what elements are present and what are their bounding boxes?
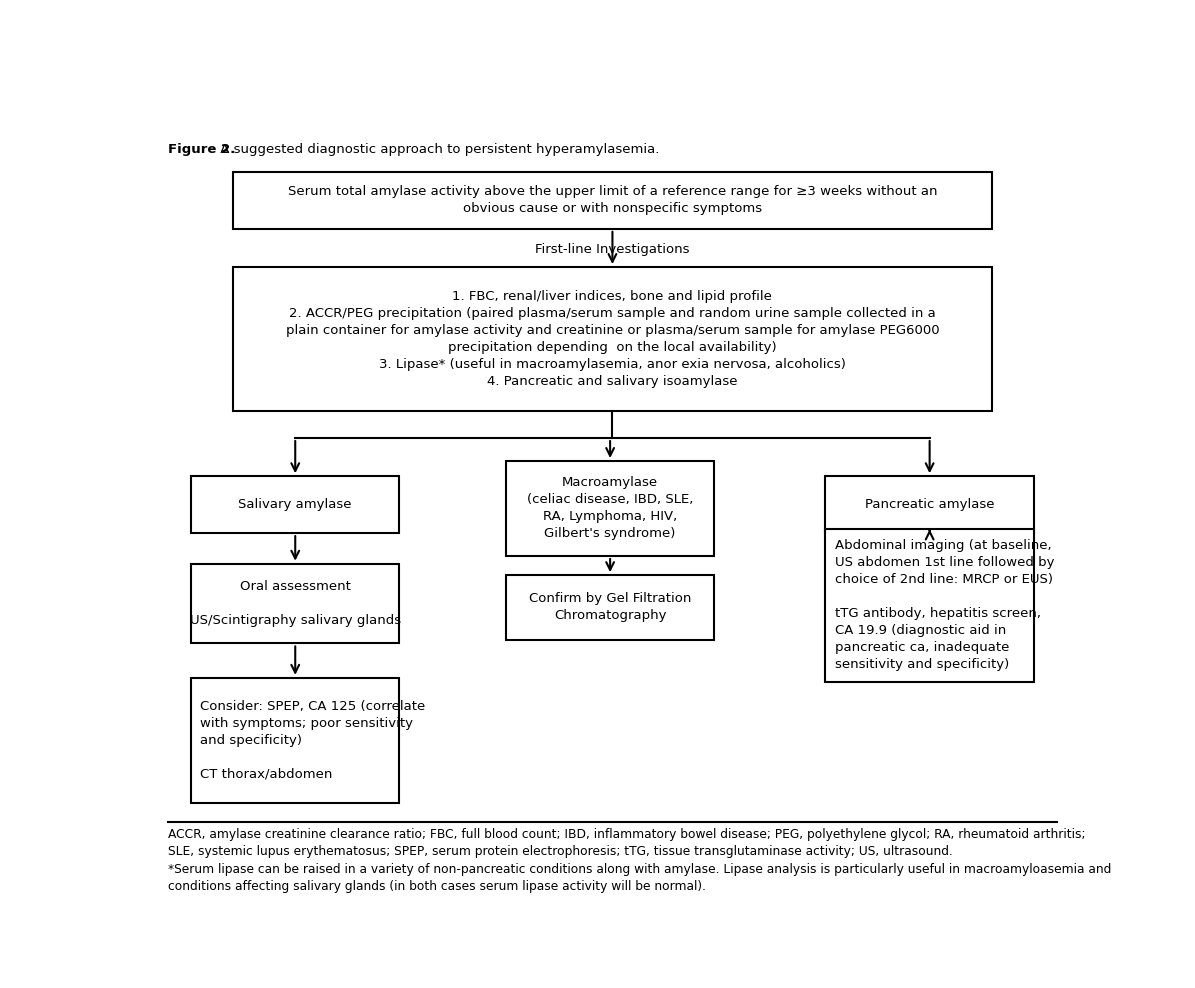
FancyBboxPatch shape (505, 575, 715, 639)
FancyBboxPatch shape (826, 530, 1034, 682)
Text: Macroamylase
(celiac disease, IBD, SLE,
RA, Lymphoma, HIV,
Gilbert's syndrome): Macroamylase (celiac disease, IBD, SLE, … (527, 476, 693, 540)
FancyBboxPatch shape (826, 476, 1034, 534)
Text: *Serum lipase can be raised in a variety of non-pancreatic conditions along with: *Serum lipase can be raised in a variety… (167, 863, 1111, 875)
Text: conditions affecting salivary glands (in both cases serum lipase activity will b: conditions affecting salivary glands (in… (167, 880, 706, 893)
Text: Serum total amylase activity above the upper limit of a reference range for ≥3 w: Serum total amylase activity above the u… (288, 186, 937, 215)
Text: Confirm by Gel Filtration
Chromatography: Confirm by Gel Filtration Chromatography (529, 593, 692, 622)
Text: 1. FBC, renal/liver indices, bone and lipid profile
2. ACCR/PEG precipitation (p: 1. FBC, renal/liver indices, bone and li… (286, 290, 939, 388)
FancyBboxPatch shape (233, 267, 992, 411)
Text: Figure 2.: Figure 2. (167, 143, 235, 156)
FancyBboxPatch shape (505, 460, 715, 556)
Text: A suggested diagnostic approach to persistent hyperamylasemia.: A suggested diagnostic approach to persi… (216, 143, 660, 156)
Text: ACCR, amylase creatinine clearance ratio; FBC, full blood count; IBD, inflammato: ACCR, amylase creatinine clearance ratio… (167, 828, 1085, 841)
Text: Pancreatic amylase: Pancreatic amylase (865, 498, 994, 511)
Text: Consider: SPEP, CA 125 (correlate
with symptoms; poor sensitivity
and specificit: Consider: SPEP, CA 125 (correlate with s… (201, 700, 425, 781)
Text: Salivary amylase: Salivary amylase (239, 498, 353, 511)
Text: Abdominal imaging (at baseline,
US abdomen 1st line followed by
choice of 2nd li: Abdominal imaging (at baseline, US abdom… (834, 539, 1054, 672)
FancyBboxPatch shape (191, 563, 399, 643)
FancyBboxPatch shape (191, 476, 399, 534)
FancyBboxPatch shape (233, 172, 992, 229)
Text: SLE, systemic lupus erythematosus; SPEP, serum protein electrophoresis; tTG, tis: SLE, systemic lupus erythematosus; SPEP,… (167, 845, 952, 859)
Text: First-line Investigations: First-line Investigations (535, 243, 690, 256)
Text: Oral assessment

US/Scintigraphy salivary glands: Oral assessment US/Scintigraphy salivary… (190, 580, 400, 627)
FancyBboxPatch shape (191, 678, 399, 803)
